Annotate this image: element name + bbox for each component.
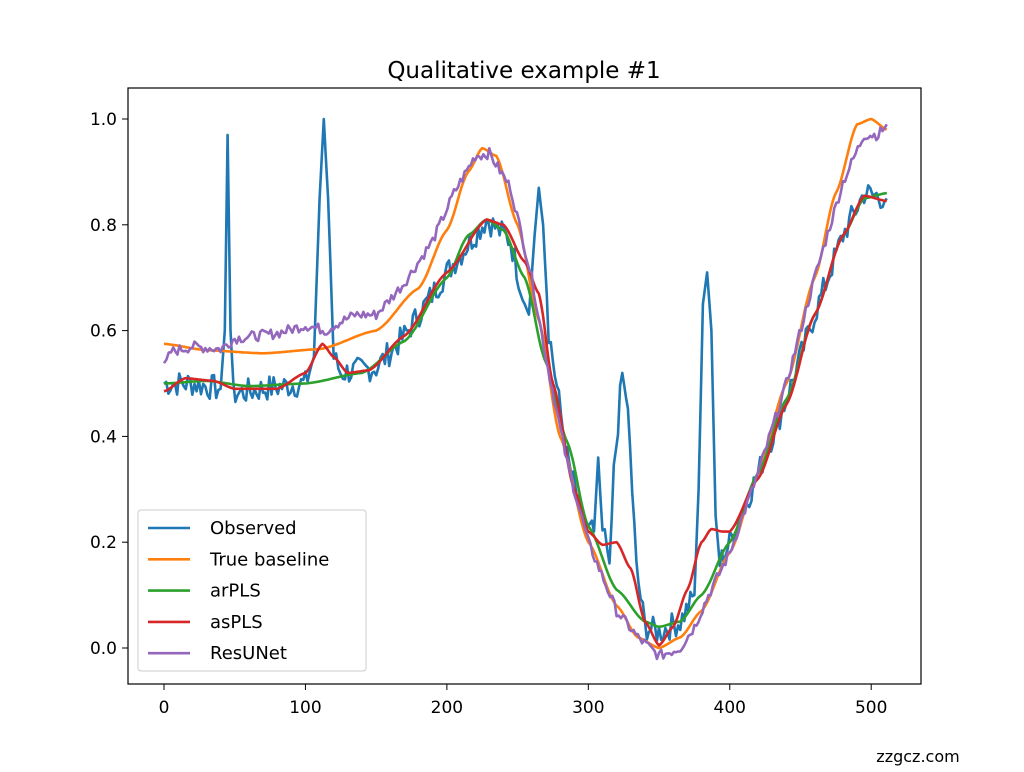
legend-label: ResUNet	[210, 643, 287, 664]
series-lines	[162, 117, 888, 661]
x-tick-label: 0	[159, 698, 170, 718]
series-line-aspls	[163, 194, 887, 647]
chart-title: Qualitative example #1	[387, 58, 660, 84]
legend: Observed True baseline arPLS asPLS ResUNet	[137, 509, 367, 672]
y-tick-label: 0.2	[90, 533, 117, 553]
legend-label: asPLS	[210, 612, 263, 633]
y-tick-label: 0.8	[90, 216, 117, 236]
y-tick-label: 0.6	[90, 322, 117, 342]
y-tick-label: 1.0	[90, 110, 117, 130]
legend-label: True baseline	[209, 549, 329, 570]
x-axis: 0 100 200 300 400 500	[159, 684, 887, 718]
y-tick-label: 0.0	[90, 639, 117, 659]
legend-label: arPLS	[210, 581, 261, 602]
plot-frame	[127, 87, 922, 685]
legend-box	[137, 509, 367, 672]
legend-label: Observed	[210, 518, 297, 539]
x-tick-label: 500	[855, 698, 887, 718]
watermark: zzgcz.com	[876, 747, 959, 766]
x-tick-label: 300	[572, 698, 604, 718]
series-line-resunet	[162, 123, 888, 661]
x-tick-label: 100	[289, 698, 321, 718]
y-tick-label: 0.4	[90, 427, 117, 447]
y-axis: 0.0 0.2 0.4 0.6 0.8 1.0	[90, 110, 128, 659]
x-tick-label: 200	[431, 698, 463, 718]
x-tick-label: 400	[714, 698, 746, 718]
